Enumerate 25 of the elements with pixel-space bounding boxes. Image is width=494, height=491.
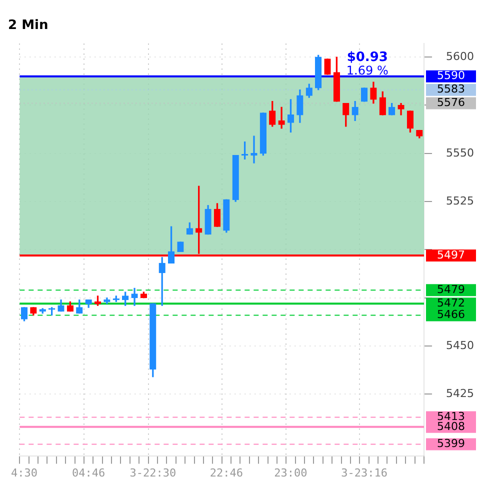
x-tick-label: 04:46 (72, 466, 106, 480)
ref-line-label: 5399 (437, 437, 465, 450)
ref-line-label: 5576 (437, 96, 465, 110)
candlestick (278, 106, 285, 129)
ref-line-label: 5479 (437, 283, 465, 296)
annotation: 1.69 % (346, 64, 388, 78)
x-tick-label: 3-22:30 (130, 466, 176, 480)
x-tick-label: 22:46 (210, 466, 243, 480)
chart-title: 2 Min (8, 18, 48, 34)
x-tick-label: 23:00 (274, 466, 308, 480)
y-tick-label: 5525 (446, 194, 474, 208)
ref-line-label: 5583 (437, 82, 465, 96)
candlestick (131, 288, 138, 306)
x-tick-label: 4:30 (10, 466, 38, 480)
x-tick-label: 3-23:16 (341, 466, 388, 480)
y-tick-label: 5550 (446, 146, 474, 160)
ref-line-label: 5408 (437, 420, 465, 433)
y-tick-label: 5600 (446, 50, 474, 63)
ref-line-label: 5466 (437, 308, 465, 322)
ref-line-label: 5497 (437, 248, 465, 262)
y-tick-label: 5425 (446, 387, 474, 400)
annotation: $0.93 (346, 50, 388, 65)
y-tick-label: 5450 (446, 338, 474, 352)
ref-line-label: 5590 (437, 69, 465, 82)
ref-line-label: 5472 (437, 296, 465, 310)
